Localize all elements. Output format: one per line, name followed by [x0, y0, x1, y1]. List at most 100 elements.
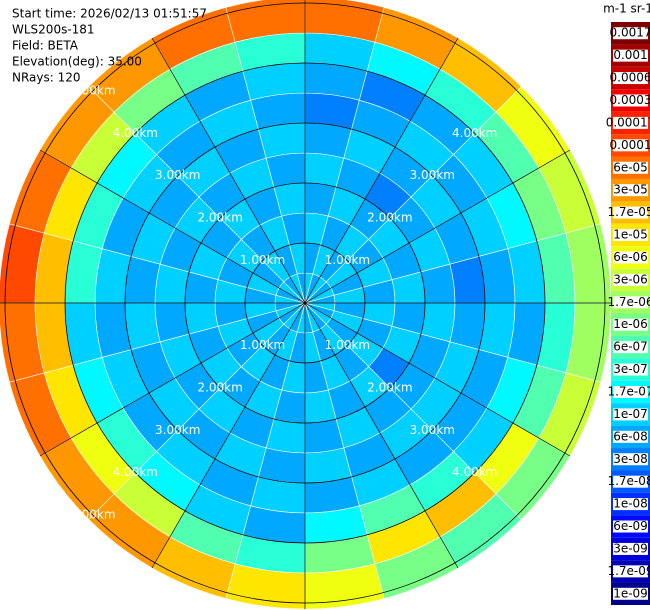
radial-line	[304, 302, 459, 569]
range-label: 1.00km	[325, 338, 370, 352]
colorbar-tick-label: 3e-08	[613, 452, 648, 466]
colorbar-label-bg	[613, 139, 648, 152]
colorbar-tick-label: 1.7e-06	[607, 295, 650, 309]
header-line: Elevation(deg): 35.00	[12, 55, 142, 69]
colorbar-label-bg	[613, 94, 648, 107]
colorbar-tick-label: 6e-07	[613, 340, 648, 354]
colorbar-tick-label: 0.001	[613, 48, 647, 62]
colorbar-label-bg	[613, 453, 648, 466]
heat-cell	[124, 302, 161, 350]
range-label: 5.00km	[70, 83, 115, 97]
colorbar-label-bg	[613, 184, 648, 197]
colorbar-tick-label: 0.0001	[610, 138, 650, 152]
colorbar-label-bg	[613, 72, 648, 85]
colorbar-tick-label: 1.7e-09	[607, 564, 650, 578]
colorbar-label-bg	[613, 587, 648, 600]
colorbar-label-bg	[613, 251, 648, 264]
colorbar-label-bg	[613, 341, 648, 354]
overlay: 1.00km 1.00km 1.00km 1.00km 2.00km 2.00km 2.00…	[0, 0, 611, 609]
range-label: 5.00km	[70, 508, 115, 522]
colorbar-label-bg	[613, 408, 648, 421]
range-ring	[184, 182, 426, 424]
radial-line	[304, 149, 571, 304]
range-label: 2.00km	[197, 211, 242, 225]
radial-line	[151, 37, 306, 304]
heat-cell	[304, 447, 352, 484]
range-label: 3.00km	[155, 168, 200, 182]
colorbar-tick-label: 3e-09	[613, 541, 648, 555]
colorbar-label-bg	[613, 430, 648, 443]
range-label: 4.00km	[113, 126, 158, 140]
heat-cell	[304, 122, 352, 159]
range-ring	[4, 2, 606, 604]
radial-line	[304, 37, 459, 304]
radial-line	[151, 302, 306, 569]
range-label: 2.00km	[197, 380, 242, 394]
colorbar-label-bg	[613, 296, 648, 309]
heat-cell	[258, 447, 306, 484]
range-label: 3.00km	[410, 168, 455, 182]
colorbar-label-bg	[613, 229, 648, 242]
colorbar-label-bg	[613, 520, 648, 533]
colorbar-tick-label: 1e-07	[613, 407, 648, 421]
range-label: 2.00km	[367, 211, 412, 225]
range-label: 1.00km	[325, 253, 370, 267]
range-label: 4.00km	[452, 126, 497, 140]
colorbar-label-bg	[613, 565, 648, 578]
colorbar-label-bg	[613, 475, 648, 488]
radial-line	[39, 149, 306, 304]
colorbar-tick-label: 3e-05	[613, 183, 648, 197]
colorbar-label-bg	[613, 27, 648, 40]
colorbar-tick-label: 1.7e-05	[607, 205, 650, 219]
colorbar-label-bg	[613, 318, 648, 331]
range-label: 1.00km	[240, 338, 285, 352]
colorbar-tick-label: 1e-09	[613, 586, 648, 600]
range-label: 3.00km	[155, 423, 200, 437]
range-label: 2.00km	[367, 380, 412, 394]
colorbar-tick-label: 0.0006	[610, 71, 650, 85]
header-line: Start time: 2026/02/13 01:51:57	[12, 7, 207, 21]
colorbar-label-bg	[613, 273, 648, 286]
colorbar-tick-label: 6e-09	[613, 519, 648, 533]
colorbar-tick-label: 1.7e-08	[607, 474, 650, 488]
colorbar-tick-label: 1.7e-07	[607, 384, 650, 398]
colorbar-tick-label: 0.00017	[606, 115, 650, 129]
colorbar-label-bg	[613, 498, 648, 511]
colorbar-label: m-1 sr-1	[603, 2, 650, 16]
radial-line	[304, 302, 571, 457]
colorbar-label-bg	[613, 49, 648, 62]
range-label: 4.00km	[452, 465, 497, 479]
range-ring	[244, 242, 366, 364]
range-label: 4.00km	[113, 465, 158, 479]
colorbar-tick-label: 0.0017	[610, 26, 650, 40]
colorbar-label-bg	[613, 385, 648, 398]
colorbar-label-bg	[613, 116, 648, 129]
header-line: WLS200s-181	[12, 23, 95, 37]
range-ring	[64, 62, 546, 544]
colorbar-tick-label: 1e-08	[613, 497, 648, 511]
colorbar-tick-label: 0.0003	[610, 93, 650, 107]
heatmap	[0, 0, 612, 610]
colorbar-tick-label: 6e-08	[613, 429, 648, 443]
heat-cell	[449, 256, 486, 304]
colorbar-tick-label: 1e-05	[613, 228, 648, 242]
colorbar-label-bg	[613, 363, 648, 376]
colorbar-tick-label: 6e-06	[613, 250, 648, 264]
range-label: 1.00km	[240, 253, 285, 267]
header-line: Field: BETA	[12, 39, 79, 53]
range-ring	[124, 122, 486, 484]
colorbar-tick-label: 1e-06	[613, 317, 648, 331]
radial-line	[39, 302, 306, 457]
colorbar-label-bg	[613, 161, 648, 174]
heat-cell	[124, 256, 161, 304]
colorbar-label-bg	[613, 542, 648, 555]
range-label: 3.00km	[410, 423, 455, 437]
header-line: NRays: 120	[12, 71, 81, 85]
colorbar-tick-label: 6e-05	[613, 160, 648, 174]
colorbar-tick-label: 3e-07	[613, 362, 648, 376]
heat-cell	[449, 302, 486, 350]
heat-cell	[258, 122, 306, 159]
colorbar-tick-label: 3e-06	[613, 272, 648, 286]
colorbar-label-bg	[613, 206, 648, 219]
